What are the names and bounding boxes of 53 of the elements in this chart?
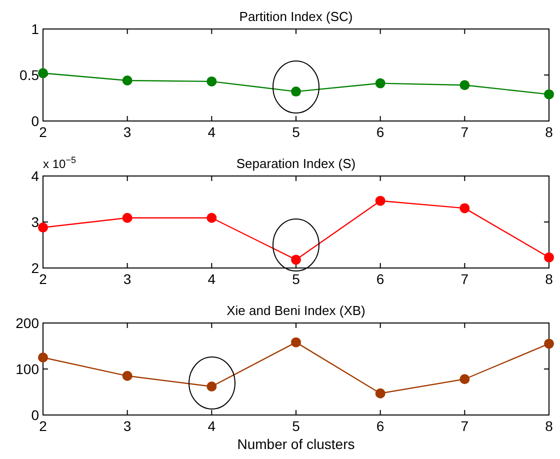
point: [544, 89, 554, 100]
x-tick-label: 4: [208, 418, 216, 434]
y-tick-label: 2: [31, 260, 40, 276]
point: [375, 78, 386, 88]
x-tick-label: 5: [292, 124, 300, 140]
x-tick-label: 8: [545, 271, 554, 287]
x-tick-label: 7: [460, 418, 469, 434]
x-tick-label: 6: [376, 418, 384, 434]
x-axis-title: Number of clusters: [237, 436, 355, 452]
point: [122, 76, 132, 86]
x-tick-label: 4: [208, 124, 216, 140]
point: [291, 254, 301, 265]
y-tick-label: 100: [16, 361, 40, 377]
y-tick-label: 0.5: [20, 67, 40, 83]
y-tick-label: 200: [16, 315, 40, 331]
x-tick-label: 8: [545, 124, 554, 140]
point: [38, 222, 48, 233]
point: [206, 212, 217, 223]
point: [206, 381, 217, 392]
point: [122, 212, 132, 223]
x-tick-label: 8: [545, 418, 554, 434]
x-tick-label: 4: [208, 271, 216, 287]
y-tick-label: 1: [31, 21, 40, 37]
y-tick-label: 3: [31, 214, 40, 230]
text: x 10$^{−5}$: [43, 155, 76, 171]
point: [38, 352, 48, 362]
x-tick-label: 3: [123, 124, 132, 140]
y-tick-label: 4: [31, 168, 40, 184]
x-tick-label: 7: [460, 271, 469, 287]
point: [291, 86, 301, 97]
x-tick-label: 6: [376, 124, 384, 140]
x-tick-label: 7: [460, 124, 469, 140]
point: [291, 337, 301, 348]
point: [544, 252, 554, 262]
chart-title: Separation Index (S): [236, 156, 356, 171]
point: [460, 203, 470, 214]
point: [460, 374, 470, 384]
chart-title: Partition Index (SC): [239, 9, 353, 24]
x-tick-label: 5: [292, 418, 300, 434]
point: [460, 80, 470, 90]
x-tick-label: 5: [292, 271, 300, 287]
y-tick-label: 0: [31, 407, 40, 423]
point: [375, 388, 386, 398]
point: [122, 370, 132, 381]
x-tick-label: 3: [123, 271, 132, 287]
point: [206, 76, 217, 86]
chart-title: Xie and Beni Index (XB): [226, 303, 366, 318]
x-tick-label: 3: [123, 418, 132, 434]
x-tick-label: 6: [376, 271, 384, 287]
y-tick-label: 0: [31, 113, 40, 129]
point: [38, 68, 48, 78]
point: [375, 196, 386, 206]
point: [544, 338, 554, 349]
